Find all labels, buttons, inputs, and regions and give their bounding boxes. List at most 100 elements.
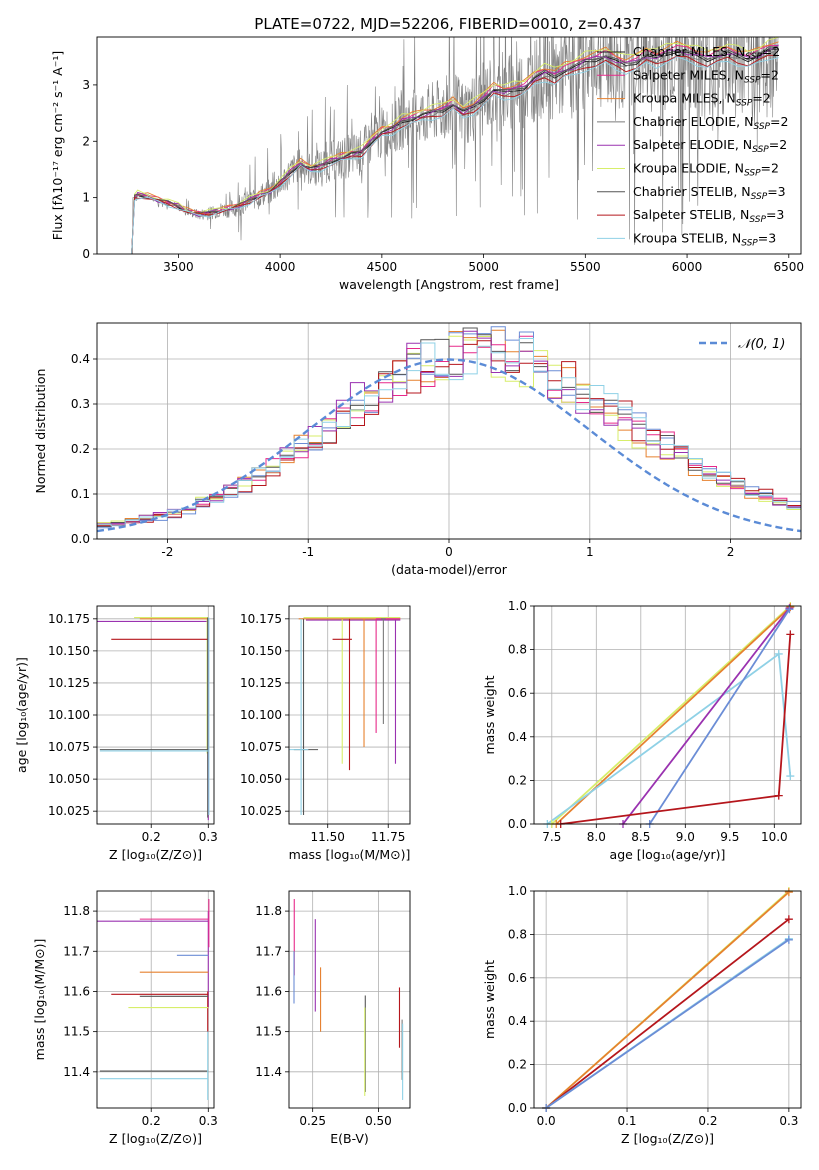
legend-entry: Chabrier MILES, NSSP=2 (633, 44, 780, 62)
x-tick-label: -1 (302, 545, 314, 559)
x-tick-label: 4500 (367, 260, 398, 274)
y-tick-label: 2 (82, 134, 90, 148)
legend-entry: Kroupa ELODIE, NSSP=2 (633, 161, 779, 179)
y-tick-label: 0.2 (508, 773, 527, 787)
y-tick-label: 10.075 (48, 740, 90, 754)
residual-legend: 𝒩(0, 1) (699, 337, 785, 352)
y-tick-label: 11.5 (255, 1025, 282, 1039)
y-tick-label: 0.0 (71, 532, 90, 546)
y-tick-label: 10.100 (240, 708, 282, 722)
y-tick-label: 0.0 (508, 817, 527, 831)
y-tick-label: 10.050 (240, 772, 282, 786)
mass-vs-metallicity-panel: 0.2 0.3 11.4 11.5 11.6 11.7 11.8 Z [log₁₀(Z/Z⊙)… (32, 890, 218, 1146)
x-tick-label: 4000 (265, 260, 296, 274)
y-tick-label: 3 (82, 78, 90, 92)
plot-area (97, 899, 210, 1100)
plot-area (97, 616, 210, 821)
age-vs-metallicity-panel: 0.2 0.3 10.025 10.050 10.075 10.100 10.125 10.1… (14, 605, 218, 862)
axes-frame (288, 605, 411, 825)
y-tick-label: 1.0 (508, 884, 527, 898)
y-tick-label: 11.4 (63, 1065, 90, 1079)
data-point-marker (774, 649, 783, 658)
mass-weight-line (551, 606, 791, 824)
data-point-marker (786, 772, 795, 781)
spectrum-legend: Chabrier MILES, NSSP=2 Salpeter MILES, NS… (597, 44, 788, 248)
x-tick-label: 0.3 (199, 1114, 218, 1128)
y-tick-label: 11.8 (255, 904, 282, 918)
x-tick-label: 11.75 (371, 830, 405, 844)
plot-area (546, 606, 792, 824)
y-axis-label: Normed distribution (33, 369, 48, 494)
data-point-marker (784, 915, 793, 924)
y-tick-label: 0 (82, 247, 90, 261)
y-tick-label: 11.7 (63, 944, 90, 958)
y-tick-label: 0.2 (71, 442, 90, 456)
data-point-marker (785, 605, 794, 614)
legend-entry: Kroupa STELIB, NSSP=3 (633, 230, 776, 248)
x-tick-label: 9.0 (676, 830, 695, 844)
x-tick-label: 0.3 (779, 1114, 798, 1128)
x-axis-label: wavelength [Angstrom, rest frame] (339, 277, 559, 292)
residuals-panel: -2 -1 0 1 2 0.0 0.1 0.2 0.3 0.4 (data-model)/error… (33, 322, 802, 577)
axes-frame (96, 322, 802, 540)
axes-frame (533, 890, 802, 1109)
x-tick-label: 11.50 (311, 830, 345, 844)
y-tick-label: 10.025 (48, 804, 90, 818)
y-axis-label: mass [log₁₀(M/M⊙)] (32, 939, 47, 1061)
mass-weight-line (648, 608, 791, 824)
y-tick-label: 10.150 (48, 644, 90, 658)
plot-area (289, 616, 401, 816)
mass-weight-line (545, 939, 790, 1108)
x-axis-label: Z [log₁₀(Z/Z⊙)] (109, 1131, 202, 1146)
y-tick-label: 0.1 (71, 487, 90, 501)
x-axis-label: (data-model)/error (391, 562, 508, 577)
y-tick-label: 10.025 (240, 804, 282, 818)
axes-frame (96, 36, 802, 255)
x-tick-label: 5000 (468, 260, 499, 274)
y-tick-label: 10.175 (48, 612, 90, 626)
spectrum-panel: 3500 4000 4500 5000 5500 6000 6500 0 1 2 3 waveleng… (50, 36, 805, 292)
legend-entry: Kroupa MILES, NSSP=2 (633, 91, 771, 109)
x-axis-label: Z [log₁₀(Z/Z⊙)] (109, 847, 202, 862)
observed-spectrum-line (132, 37, 779, 254)
plot-area (97, 326, 801, 533)
x-tick-label: 0.25 (299, 1114, 326, 1128)
data-point-marker (784, 888, 793, 897)
y-tick-label: 0.6 (508, 686, 527, 700)
x-tick-label: 0.2 (698, 1114, 717, 1128)
legend-entry: Chabrier ELODIE, NSSP=2 (633, 114, 788, 132)
axes-frame (96, 890, 215, 1109)
mass-weight-line (622, 607, 791, 824)
legend-entry: Salpeter STELIB, NSSP=3 (633, 207, 784, 225)
x-tick-label: 6500 (774, 260, 805, 274)
x-tick-label: -2 (161, 545, 173, 559)
x-tick-label: 5500 (570, 260, 601, 274)
y-tick-label: 0.4 (508, 730, 527, 744)
massweight-vs-age-panel: 7.5 8.0 8.5 9.0 9.5 10.0 0.0 0.2 0.4 0.6 0.8 1.0 age… (482, 599, 802, 862)
axes-frame (288, 890, 411, 1109)
y-tick-label: 1.0 (508, 599, 527, 613)
gaussian-curve (97, 358, 801, 533)
data-point-marker (774, 791, 783, 800)
y-axis-label: age [log₁₀(age/yr)] (14, 657, 29, 773)
x-tick-label: 0.3 (199, 830, 218, 844)
plot-area (545, 891, 790, 1108)
y-tick-label: 1 (82, 191, 90, 205)
x-tick-label: 0.2 (142, 1114, 161, 1128)
x-axis-label: Z [log₁₀(Z/Z⊙)] (621, 1131, 714, 1146)
y-tick-label: 10.100 (48, 708, 90, 722)
y-tick-label: 0.6 (508, 971, 527, 985)
x-tick-label: 0.1 (617, 1114, 636, 1128)
mass-weight-line (545, 918, 790, 1108)
y-tick-label: 0.3 (71, 397, 90, 411)
figure-title: PLATE=0722, MJD=52206, FIBERID=0010, z=0… (254, 15, 641, 33)
y-tick-label: 0.0 (508, 1101, 527, 1115)
y-tick-label: 11.8 (63, 904, 90, 918)
y-tick-label: 0.2 (508, 1058, 527, 1072)
y-tick-label: 10.125 (240, 676, 282, 690)
x-tick-label: 3500 (163, 260, 194, 274)
legend-entry: 𝒩(0, 1) (738, 337, 785, 352)
y-axis-label: Flux [fλ10⁻¹⁷ erg cm⁻² s⁻¹ A⁻¹] (50, 51, 65, 240)
legend-entry: Salpeter ELODIE, NSSP=2 (633, 137, 787, 155)
